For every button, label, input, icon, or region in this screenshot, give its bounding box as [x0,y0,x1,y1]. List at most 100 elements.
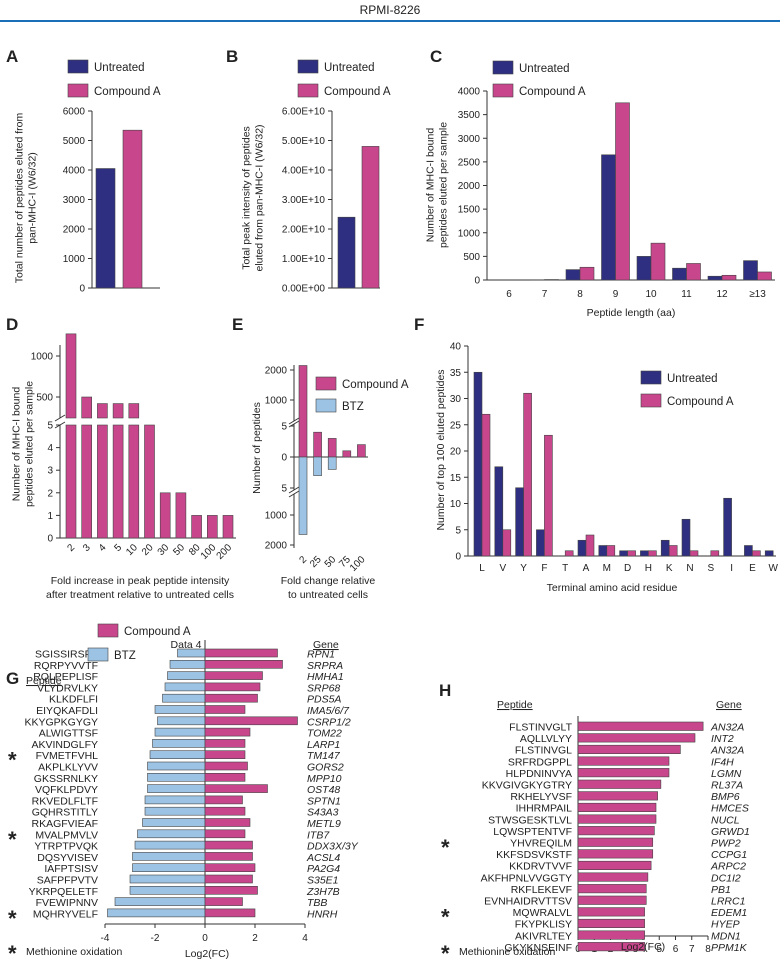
panelC-bar-compound-a-7 [757,271,772,281]
panelF-bar-compound-a-H [648,550,657,557]
panelD-bar-6 [159,492,171,539]
panelC-y-tick-label: 2500 [458,157,481,168]
panelD-x-tick-label: 200 [215,542,235,562]
panelC-legend-untreated-label: Untreated [519,63,570,75]
panelF-legend-untreated-label: Untreated [667,373,718,385]
panelE-y-tick-label: 2000 [265,541,288,552]
panelH-peptide-label: AQLLVLYY [520,733,572,745]
panelG-bar-compound-a-19 [204,863,256,873]
panelG-bar-btz-18 [132,852,206,861]
panelG-oxidation-asterisk: * [8,748,17,773]
panelH-bar-16 [577,907,645,917]
panelH-bar-8 [577,814,657,824]
panelH-peptide-label: RKFLEKEVF [511,884,572,896]
panelG-bar-compound-a-18 [204,852,253,861]
panelG-gene-label: PA2G4 [307,863,340,875]
panelE-y-tick-label: 0 [281,453,287,464]
panelH-gene-label: HYEP [711,919,740,931]
panelG-gene-label: S43A3 [307,807,339,819]
panelB-y-tick-label: 6.00E+10 [282,107,326,118]
panelH-gene-label: LRRC1 [711,896,745,908]
panelF-legend-compound-a-label: Compound A [667,396,734,408]
panelD-y-tick-label: 2 [47,488,53,499]
panelE-legend-compound-a-label: Compound A [342,379,409,391]
panelG-peptide-label: VLYDRVLKY [37,682,98,694]
panelH-bar-3 [577,756,670,766]
panelH-gene-label: INT2 [711,733,734,745]
panelG-bar-compound-a-8 [204,739,246,748]
panelB-y-tick-label: 5.00E+10 [282,136,326,147]
panelD-bar-7 [175,492,187,539]
panelG-legend-btz-swatch [87,647,109,662]
panelD-bar-8 [191,515,202,539]
panelG-gene-label: SRPRA [307,660,343,672]
panelH-peptide-label: AKIVRLTEY [515,930,572,942]
panelA-y-tick-label: 2000 [63,225,86,236]
panelE-y-label: Number of peptides [251,402,263,494]
panelH-peptide-label: EVNHAIDRVTTSV [484,896,572,908]
panelH-bar-19 [577,942,645,952]
panelD-x-label: Fold increase in peak peptide intensity [51,575,230,587]
panelG-peptide-label: RQLPEPLISF [33,671,98,683]
panelD-y-tick-label: 5 [47,421,53,432]
panelF-bar-untreated-Y [515,487,524,557]
panelG-peptide-label: EIYQKAFDLI [36,705,98,717]
panelD-axis-break [54,414,66,422]
panelH-gene-label: CCPG1 [711,849,747,861]
panelG-bar-compound-a-21 [204,885,258,895]
panelA-bar-untreated [95,168,116,289]
panelC-x-tick-label: 9 [613,289,619,300]
panelE-axis-break [288,417,300,425]
panelD-bar-lower-3 [112,424,124,539]
panelG-title: Data 4 [171,639,202,651]
panelE-bar-compound-a-1 [313,431,322,458]
panelG-bar-compound-a-4 [204,693,258,703]
panelC-x-tick-label: ≥13 [749,289,766,300]
panelG-x-tick-label: -2 [151,933,160,944]
panelH-gene-label: GRWD1 [711,826,750,838]
panelG-bar-compound-a-9 [204,750,246,760]
panelH-peptide-label: STWSGESKTLVL [488,814,572,826]
panelE-x-label: to untreated cells [288,589,368,601]
panelG-gene-label: LARP1 [307,739,340,751]
panelC-x-label: Peptide length (aa) [587,307,676,319]
panelG-bar-btz-4 [162,693,206,703]
panelH-bar-4 [577,768,670,778]
panelF-bar-compound-a-E [752,550,761,557]
panelF-y-tick-label: 40 [450,342,462,353]
panelD-y-tick-label: 1000 [31,352,54,363]
panelG-bar-btz-8 [152,739,206,748]
panelF-bar-compound-a-S [710,550,720,557]
panelC-bar-untreated-2 [565,269,581,281]
panelG-x-tick-label: 4 [302,933,308,944]
panelC-y-label-line: Number of MHC-I bound [425,128,437,243]
panelD-bar-1 [81,396,92,419]
panelC-x-tick-label: 10 [645,289,657,300]
panelH-peptide-label: MQWRALVL [513,907,572,919]
panelG-gene-label: Z3H7B [306,886,340,898]
panelE-x-tick-label: 2 [297,554,309,566]
panelE-axis-break [288,486,300,494]
panelH-gene-label: BMP6 [711,791,740,803]
panelC-bar-compound-a-5 [686,263,701,281]
panelC-bar-untreated-3 [601,154,616,281]
panelF-bar-untreated-H [640,550,649,557]
panelB-bar-compound-a [361,146,380,289]
panelH-x-tick-label: 5 [656,944,662,955]
panelH-peptide-label: SRFRDGPPL [508,756,572,768]
panelF-bar-untreated-D [619,550,628,557]
panelE-bar-compound-a-2 [327,438,337,458]
panelF-x-tick-label: I [730,563,733,574]
panelG-bar-compound-a-6 [204,716,298,726]
panelF-x-label: Terminal amino acid residue [547,582,678,594]
panelG-x-label: Log2(FC) [185,948,229,960]
panelC-bar-untreated-6 [707,275,723,281]
panelC-x-tick-label: 12 [716,289,728,300]
panelB-y-tick-label: 0.00E+00 [282,284,326,295]
panelG-bar-compound-a-14 [204,806,246,816]
panelD-bar-10 [222,515,234,539]
panelA-y-tick-label: 5000 [63,136,86,147]
panelA-bar-compound-a [122,129,143,289]
panelD-y-label-line: peptides eluted per sample [24,381,36,507]
panelH-gene-label: ARPC2 [710,861,746,873]
